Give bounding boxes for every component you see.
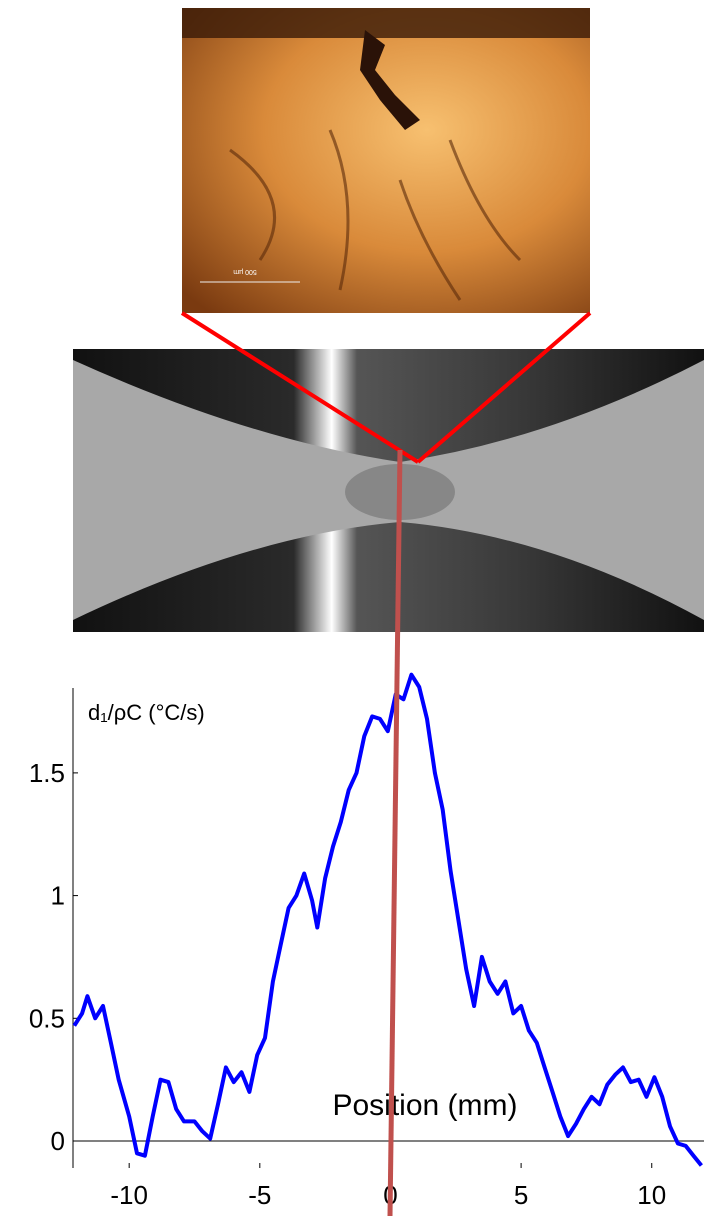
y-axis-label: d₁/ρC (°C/s) — [88, 700, 205, 725]
y-tick-label: 0.5 — [29, 1003, 65, 1033]
plot: 00.511.5-10-50510 — [29, 672, 704, 1210]
specimen-image — [73, 349, 704, 632]
x-axis-label: Position (mm) — [332, 1089, 517, 1122]
y-tick-label: 0 — [51, 1126, 65, 1156]
data-line — [72, 672, 703, 1167]
zoom-line — [416, 311, 592, 464]
y-tick-label: 1 — [51, 881, 65, 911]
x-tick-label: 5 — [514, 1180, 528, 1210]
zoom-line — [180, 311, 420, 464]
y-tick-label: 1.5 — [29, 758, 65, 788]
x-tick-label: 10 — [637, 1180, 666, 1210]
position-marker — [387, 449, 403, 1216]
x-tick-label: -5 — [248, 1180, 271, 1210]
micrograph: 500 µm — [182, 8, 590, 313]
x-tick-label: -10 — [110, 1180, 148, 1210]
scale-bar-label: 500 µm — [233, 268, 257, 275]
